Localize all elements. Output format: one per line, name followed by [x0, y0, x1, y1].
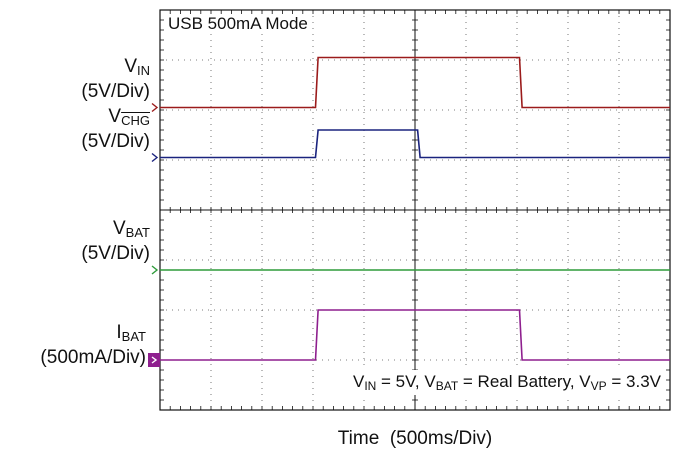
trace-vin	[160, 56, 670, 109]
channel-scale: (5V/Div)	[81, 80, 150, 102]
channel-scale: (5V/Div)	[81, 243, 150, 264]
test-conditions: VIN = 5V, VBAT = Real Battery, VVP = 3.3…	[350, 370, 663, 395]
channel-marker-ibat	[148, 353, 160, 367]
channel-marker-arrow	[151, 356, 158, 364]
trace-vchg	[160, 129, 670, 159]
channel-label-ibat: IBAT (500mA/Div)	[40, 322, 146, 368]
chart-title: USB 500mA Mode	[166, 14, 310, 34]
channel-marker-vchg	[151, 152, 159, 163]
channel-marker-vbat	[151, 265, 159, 275]
channel-scale: (500mA/Div)	[40, 347, 146, 368]
channel-scale: (5V/Div)	[81, 130, 150, 152]
channel-marker-vin	[151, 102, 159, 113]
trace-ibat	[160, 309, 670, 361]
channel-label-vbat: VBAT (5V/Div)	[81, 218, 150, 264]
channel-label-vchg: VCHG (5V/Div)	[81, 105, 150, 152]
channel-label-vin: VIN (5V/Div)	[81, 55, 150, 102]
x-axis-label: Time (500ms/Div)	[337, 428, 493, 449]
